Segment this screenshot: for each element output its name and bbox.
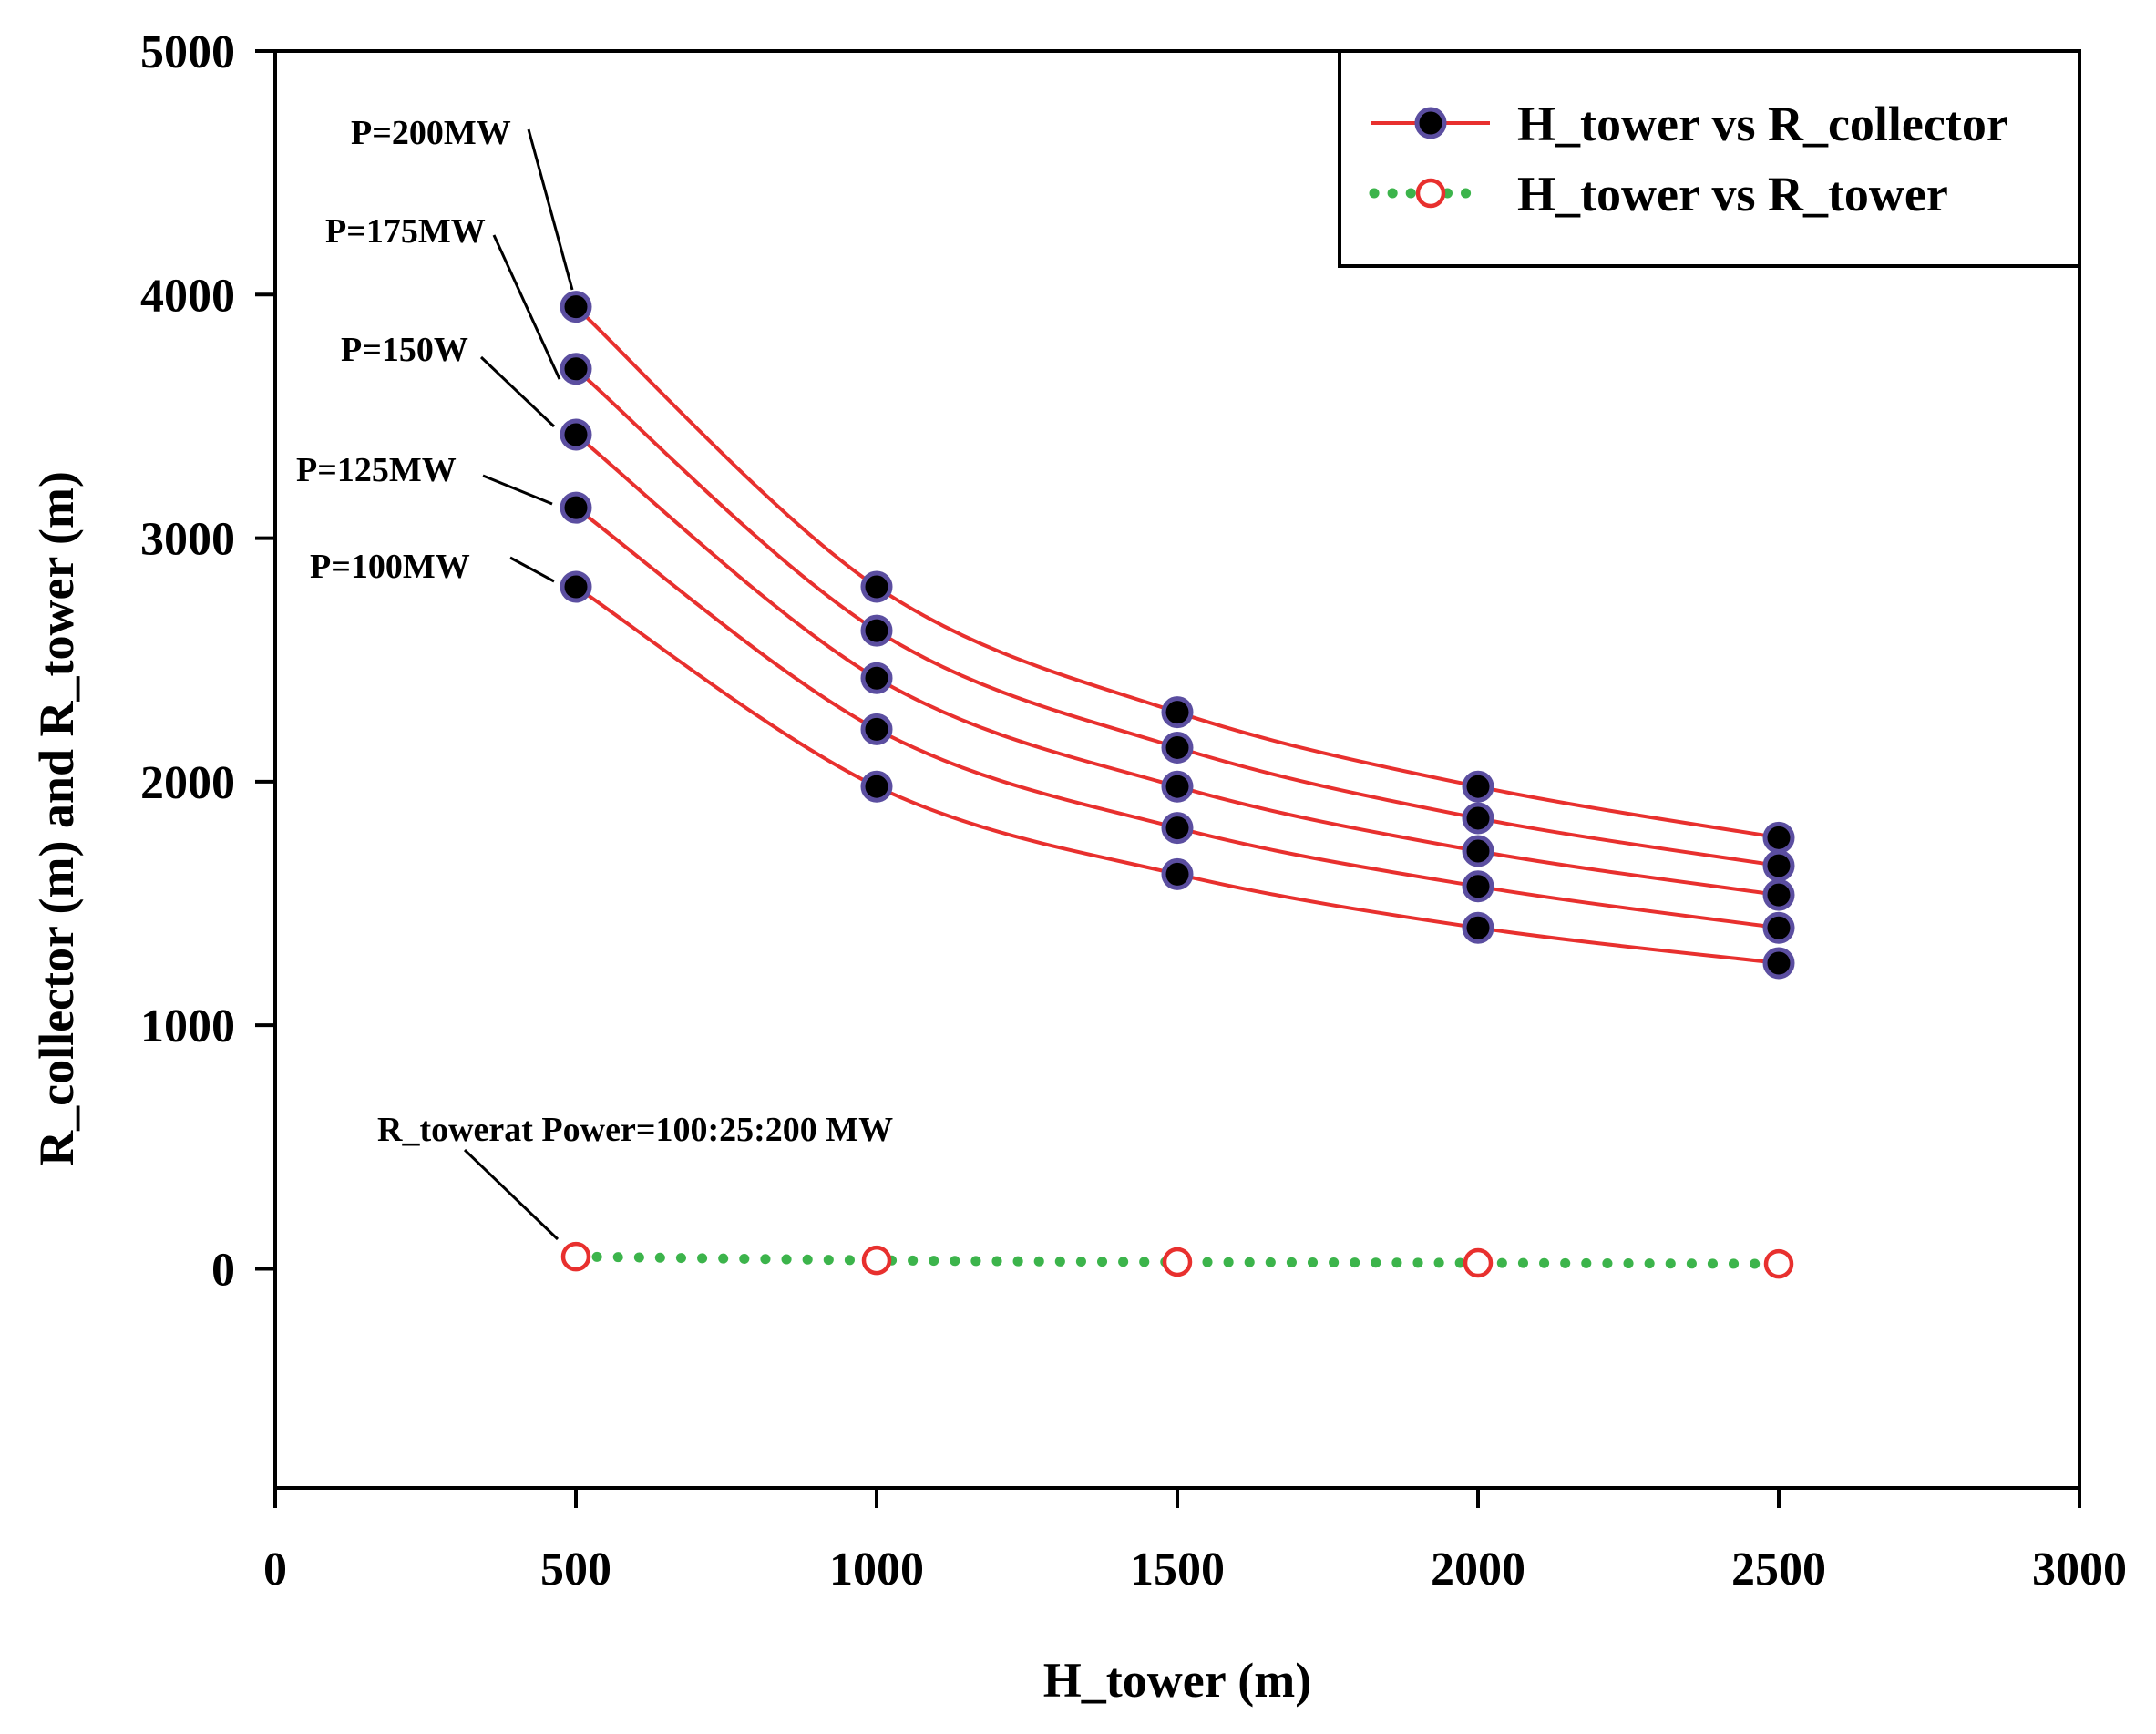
point-p-150w-2500 (1762, 878, 1795, 911)
annotations-group: P=200MW P=175MW P=150W P=125MW P=100MW R_towe… (296, 114, 893, 1241)
point-p-200mw-2000 (1462, 770, 1494, 803)
y-tick-label-0: 0 (211, 1244, 235, 1296)
point-p-150w-500 (560, 418, 592, 451)
point-p-100mw-2000 (1462, 911, 1494, 944)
x-tick-label-0: 0 (263, 1544, 287, 1595)
point-p-125mw-2000 (1462, 870, 1494, 903)
x-tick-label-500: 500 (540, 1544, 611, 1595)
legend-box (1338, 49, 2081, 268)
point-p-125mw-500 (560, 491, 592, 524)
legend-swatch-marker-collector (1414, 107, 1447, 139)
y-tick-label-4000: 4000 (140, 270, 235, 322)
point-r-tower-2500 (1763, 1248, 1794, 1279)
y-tick-label-2000: 2000 (140, 757, 235, 809)
x-axis-title: H_tower (m) (1043, 1653, 1311, 1708)
point-p-150w-1500 (1161, 770, 1194, 803)
annotation-leader-0 (527, 128, 574, 291)
point-p-175mw-1000 (860, 614, 893, 647)
x-tick-label-1500: 1500 (1130, 1544, 1225, 1595)
y-axis-title: R_collector (m) and R_tower (m) (29, 471, 84, 1166)
axes-group: 0 500 1000 1500 2000 2500 3000 0 1000 2000 3000 400… (140, 26, 2127, 1595)
legend-label-tower: H_tower vs R_tower (1517, 167, 1948, 221)
point-r-tower-1500 (1162, 1247, 1193, 1277)
point-r-tower-1000 (861, 1245, 892, 1276)
annotation-leader-3 (482, 474, 553, 506)
point-p-200mw-2500 (1762, 821, 1795, 854)
series-group (560, 291, 1795, 1279)
series-line-r-tower (570, 1251, 1784, 1269)
point-r-tower-2000 (1463, 1247, 1494, 1278)
point-p-175mw-1500 (1161, 731, 1194, 764)
x-tick-label-2000: 2000 (1431, 1544, 1525, 1595)
point-p-125mw-2500 (1762, 911, 1795, 944)
point-p-200mw-1500 (1161, 696, 1194, 729)
y-tick-label-5000: 5000 (140, 26, 235, 78)
point-p-175mw-500 (560, 353, 592, 385)
x-tick-label-2500: 2500 (1731, 1544, 1826, 1595)
x-tick-label-3000: 3000 (2032, 1544, 2127, 1595)
point-p-175mw-2500 (1762, 849, 1795, 882)
annotation-label-2: P=150W (341, 331, 468, 369)
point-p-100mw-1500 (1161, 857, 1194, 890)
annotation-leader-1 (492, 234, 561, 380)
point-p-100mw-2500 (1762, 947, 1795, 980)
point-r-tower-500 (560, 1241, 591, 1272)
x-tick-label-1000: 1000 (829, 1544, 924, 1595)
annotation-label-4: P=100MW (310, 548, 470, 586)
legend-swatch-marker-tower (1415, 178, 1446, 209)
annotation-label-5: R_towerat Power=100:25:200 MW (377, 1111, 893, 1149)
y-tick-label-3000: 3000 (140, 514, 235, 566)
y-tick-label-1000: 1000 (140, 1000, 235, 1052)
annotation-label-0: P=200MW (351, 114, 511, 152)
point-p-150w-2000 (1462, 835, 1494, 867)
annotation-leader-2 (479, 355, 556, 428)
legend-label-collector: H_tower vs R_collector (1517, 97, 2008, 151)
point-p-100mw-500 (560, 570, 592, 603)
annotation-label-3: P=125MW (296, 451, 457, 489)
point-p-150w-1000 (860, 662, 893, 694)
annotation-label-1: P=175MW (325, 212, 486, 251)
annotation-leader-4 (509, 556, 555, 583)
point-p-175mw-2000 (1462, 802, 1494, 835)
point-p-200mw-500 (560, 291, 592, 323)
point-p-125mw-1500 (1161, 812, 1194, 845)
point-p-200mw-1000 (860, 570, 893, 603)
legend: H_tower vs R_collector H_tower vs R_tower (1338, 49, 2081, 268)
point-p-100mw-1000 (860, 770, 893, 803)
point-p-125mw-1000 (860, 713, 893, 745)
annotation-leader-5 (463, 1148, 560, 1241)
